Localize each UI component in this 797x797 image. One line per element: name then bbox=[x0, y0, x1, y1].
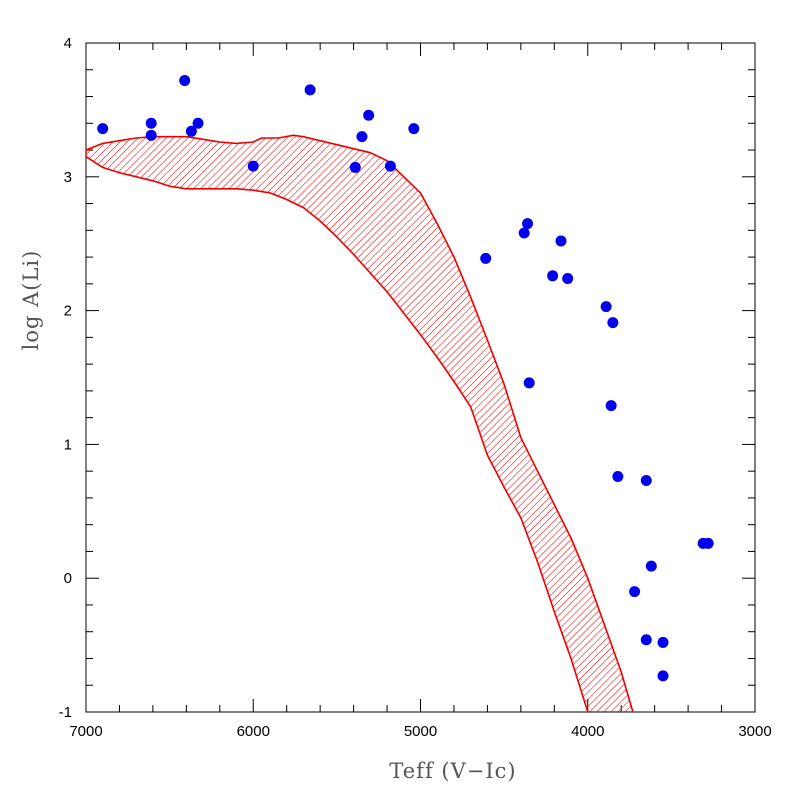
y-tick-label: 3 bbox=[64, 169, 72, 186]
data-point bbox=[657, 670, 669, 682]
y-tick-label: 1 bbox=[64, 436, 72, 453]
data-point bbox=[247, 160, 259, 172]
data-point bbox=[408, 123, 420, 135]
data-points bbox=[97, 74, 714, 682]
data-point bbox=[702, 537, 714, 549]
data-point bbox=[304, 84, 316, 96]
data-point bbox=[605, 400, 617, 412]
data-point bbox=[645, 560, 657, 572]
data-point bbox=[179, 74, 191, 86]
y-tick-label: -1 bbox=[59, 704, 72, 721]
data-point bbox=[97, 123, 109, 135]
y-axis-title: log A(Li) bbox=[19, 250, 43, 351]
data-point bbox=[363, 109, 375, 121]
y-tick-label: 4 bbox=[64, 35, 72, 52]
y-tick-label: 2 bbox=[64, 303, 72, 320]
data-point bbox=[555, 235, 567, 247]
data-point bbox=[607, 317, 619, 329]
data-point bbox=[523, 377, 535, 389]
x-tick-label: 3000 bbox=[738, 723, 771, 740]
data-point bbox=[640, 634, 652, 646]
data-point bbox=[356, 131, 368, 143]
x-tick-label: 5000 bbox=[404, 723, 437, 740]
data-point bbox=[629, 586, 641, 598]
x-axis-title: Teff (V−Ic) bbox=[389, 759, 516, 783]
data-point bbox=[612, 471, 624, 483]
data-point bbox=[657, 636, 669, 648]
data-point bbox=[145, 129, 157, 141]
data-point bbox=[562, 272, 574, 284]
data-point bbox=[547, 270, 559, 282]
data-point bbox=[640, 475, 652, 487]
data-point bbox=[192, 117, 204, 129]
x-tick-label: 6000 bbox=[237, 723, 270, 740]
y-axis: -1 0 1 2 3 4 bbox=[59, 35, 755, 721]
data-point bbox=[349, 161, 361, 173]
data-point bbox=[185, 125, 197, 137]
data-point bbox=[384, 160, 396, 172]
data-point bbox=[145, 117, 157, 129]
model-band bbox=[86, 134, 634, 712]
x-axis: 7000 6000 5000 4000 3000 bbox=[69, 43, 772, 740]
x-tick-label: 4000 bbox=[571, 723, 604, 740]
data-point bbox=[518, 227, 530, 239]
x-tick-label: 7000 bbox=[69, 723, 102, 740]
y-tick-label: 0 bbox=[64, 570, 72, 587]
data-point bbox=[600, 301, 612, 313]
data-point bbox=[522, 218, 534, 230]
data-point bbox=[480, 252, 492, 264]
